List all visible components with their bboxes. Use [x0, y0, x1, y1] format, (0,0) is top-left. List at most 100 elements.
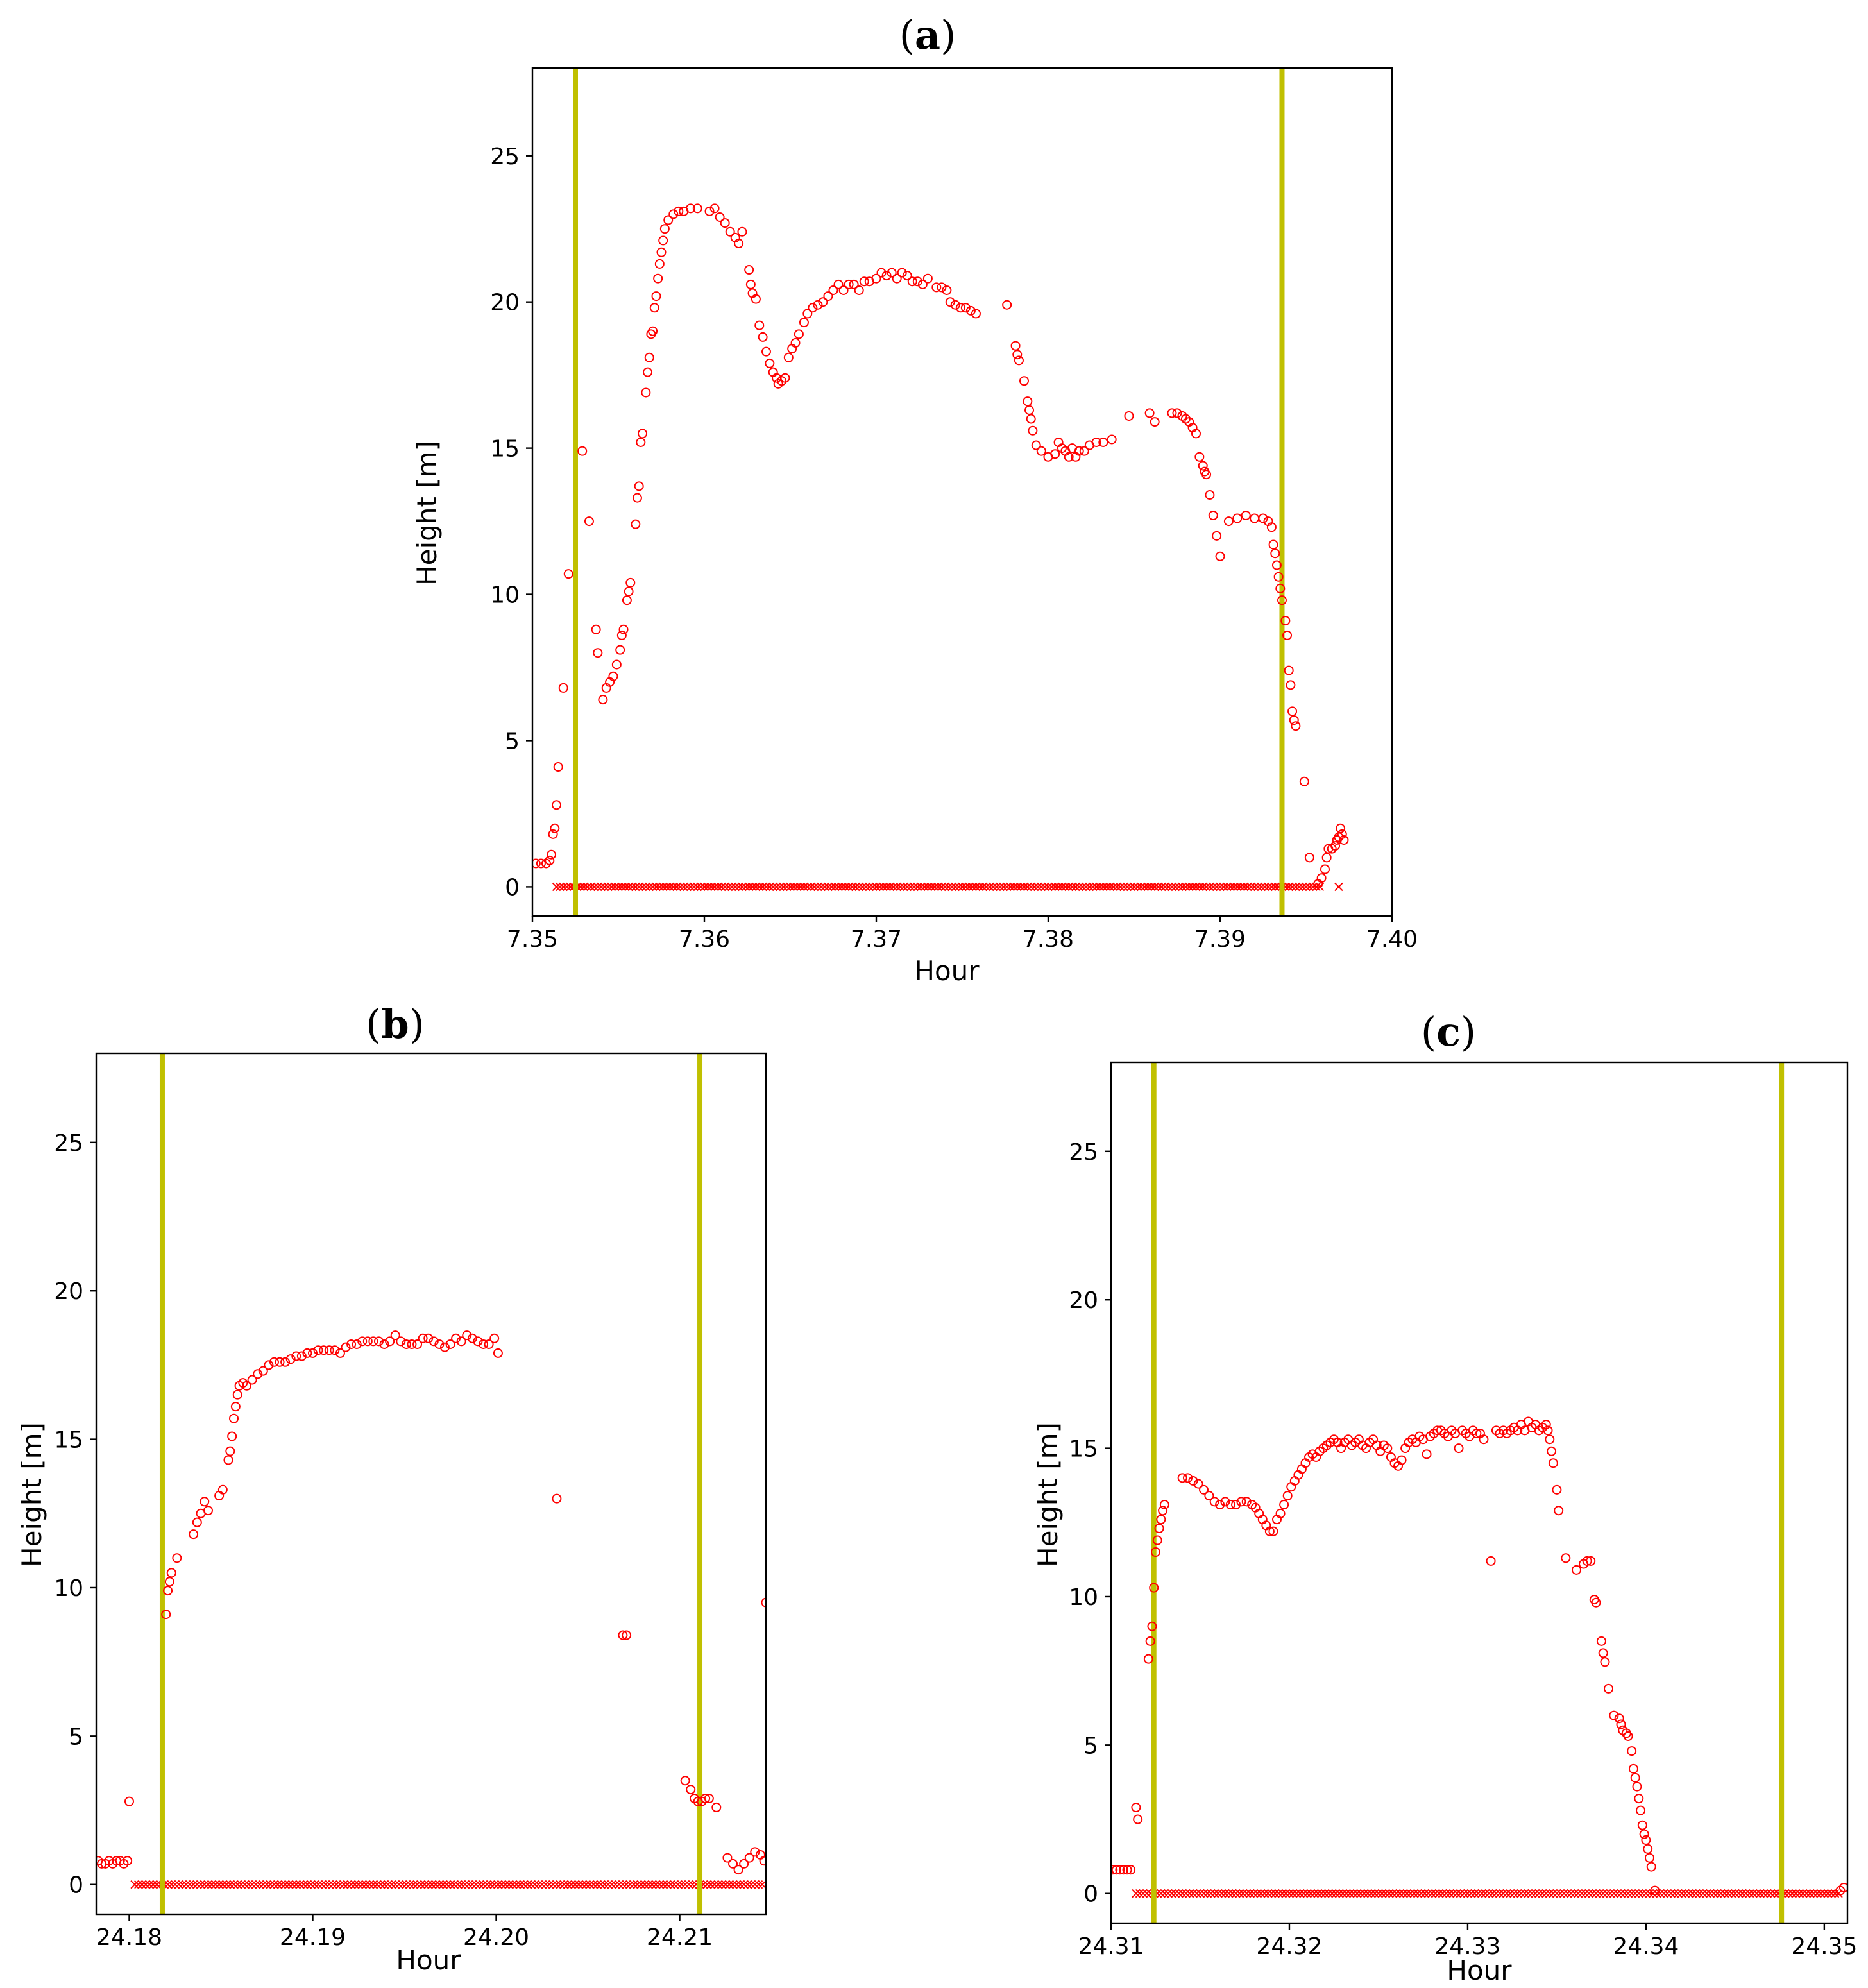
panel-a-height-point [737, 226, 747, 237]
panel-a-cross-point [1236, 882, 1245, 892]
panel-c-cross-point [1167, 1889, 1176, 1898]
panel-a-xlabel: Hour [914, 955, 980, 987]
panel-c-cross-point [1374, 1889, 1383, 1898]
panel-a-axes-frame [531, 67, 1393, 917]
panel-c-title-letter: c [1436, 1008, 1461, 1055]
panel-a-cross-point [1112, 882, 1121, 892]
panel-a-height-point [823, 291, 833, 302]
panel-c-cross-point [1470, 1889, 1479, 1898]
panel-a-cross-point [583, 882, 592, 892]
panel-c-xtick-label: 24.33 [1434, 1933, 1500, 1960]
panel-a-ytick-label: 20 [490, 290, 520, 316]
panel-c-height-point [1591, 1597, 1601, 1608]
panel-a-height-point [1339, 835, 1349, 845]
panel-c-cross-point [1595, 1889, 1604, 1898]
panel-a-height-point [548, 829, 558, 839]
panel-a-xtick-label: 7.39 [1194, 926, 1246, 953]
panel-b-cross-point [552, 1880, 561, 1889]
panel-b-cross-point [409, 1880, 418, 1889]
panel-b-cross-point [633, 1880, 642, 1889]
panel-b-cross-point [751, 1880, 760, 1889]
panel-c-cross-point [1520, 1889, 1529, 1898]
panel-a-cross-point [803, 882, 812, 892]
panel-c-cross-point [1445, 1889, 1454, 1898]
panel-c-ytick-label: 10 [1069, 1584, 1098, 1611]
panel-c-cross-point [1427, 1889, 1437, 1898]
panel-c-height-point [1630, 1772, 1640, 1783]
panel-a-ytick-label: 25 [490, 144, 520, 170]
panel-a-height-point [668, 209, 679, 219]
panel-b-cross-point [581, 1880, 591, 1889]
panel-c-cross-point [1656, 1889, 1665, 1898]
panel-b-cross-point [615, 1880, 624, 1889]
panel-a-cross-point [638, 882, 647, 892]
panel-a-cross-point [1212, 882, 1221, 892]
panel-b-height-point [296, 1351, 307, 1361]
panel-c-height-point [1486, 1556, 1496, 1566]
panel-a-height-point [754, 320, 765, 330]
panel-a-cross-point [1016, 882, 1025, 892]
panel-c-height-point [1554, 1506, 1564, 1516]
panel-b-cross-point [196, 1880, 205, 1889]
panel-a-cross-point [1168, 882, 1176, 892]
panel-a-height-point [532, 858, 541, 869]
panel-c-xtick-label: 24.34 [1613, 1933, 1679, 1960]
panel-b-height-point [733, 1865, 743, 1875]
panel-b-cross-point [350, 1880, 360, 1889]
panel-c-height-point [1650, 1885, 1660, 1896]
panel-a-cross-point [610, 882, 620, 892]
panel-a-height-point [897, 268, 907, 278]
panel-a-height-point [636, 438, 646, 448]
panel-a-height-point [1198, 461, 1208, 471]
panel-a-height-point [611, 659, 622, 670]
panel-a-height-point [552, 800, 562, 810]
panel-b-cross-point [721, 1880, 730, 1889]
panel-a-height-point [931, 282, 942, 293]
panel-c-plot: 24.31 24.32 24.33 24.34 24.35 0 5 10 15 20 25 [1069, 1061, 1857, 1960]
panel-b-height-point [434, 1339, 445, 1350]
panel-c-cross-point [1413, 1889, 1422, 1898]
panel-a-height-point [917, 279, 928, 289]
panel-b-cross-point [512, 1880, 521, 1889]
panel-a-cross-point [875, 882, 885, 892]
panel-c-cross-point [1688, 1889, 1697, 1898]
panel-a-cross-point [1216, 882, 1225, 892]
panel-a-height-point [1144, 408, 1155, 418]
panel-a-height-point [761, 346, 771, 357]
panel-b-height-point [439, 1342, 450, 1352]
panel-c-cross-point [1164, 1889, 1173, 1898]
panel-a-height-point [1284, 665, 1294, 675]
panel-c-cross-point [1363, 1889, 1372, 1898]
panel-a-height-point [965, 305, 976, 316]
panel-a-cross-point [1002, 882, 1012, 892]
panel-b-cross-point [229, 1880, 239, 1889]
panel-a-cross-point [672, 882, 681, 892]
panel-a-height-point [1172, 408, 1182, 418]
panel-a-height-point [649, 303, 659, 313]
panel-a-cross-point [700, 882, 709, 892]
panel-a-cross-point [727, 882, 736, 892]
panel-c-cross-point [1617, 1889, 1626, 1898]
panel-a-height-point [955, 303, 965, 313]
panel-c-height-point [1111, 1865, 1118, 1875]
panel-a-ylabel: Height [m] [411, 441, 443, 586]
panel-a-height-point [942, 285, 952, 295]
panel-a-cross-point [1171, 882, 1180, 892]
panel-c-cross-point [1752, 1889, 1761, 1898]
panel-a-cross-point [1047, 882, 1057, 892]
panel-b-ytick-label: 0 [69, 1873, 83, 1899]
panel-a-cross-point [1226, 882, 1235, 892]
panel-c-cross-point [1206, 1889, 1216, 1898]
panel-a-cross-point [817, 882, 826, 892]
panel-c-cross-point [1238, 1889, 1248, 1898]
panel-b-cross-point [489, 1880, 499, 1889]
panel-c-cross-point [1713, 1889, 1722, 1898]
panel-c-cross-point [1242, 1889, 1251, 1898]
panel-c-cross-point [1132, 1889, 1141, 1898]
panel-b-cross-point [163, 1880, 173, 1889]
panel-a-cross-point [1243, 882, 1252, 892]
panel-b-cross-point [189, 1880, 198, 1889]
panel-b-height-point [473, 1336, 483, 1347]
panel-a-cross-point [1239, 882, 1249, 892]
panel-b-cross-point [303, 1880, 312, 1889]
